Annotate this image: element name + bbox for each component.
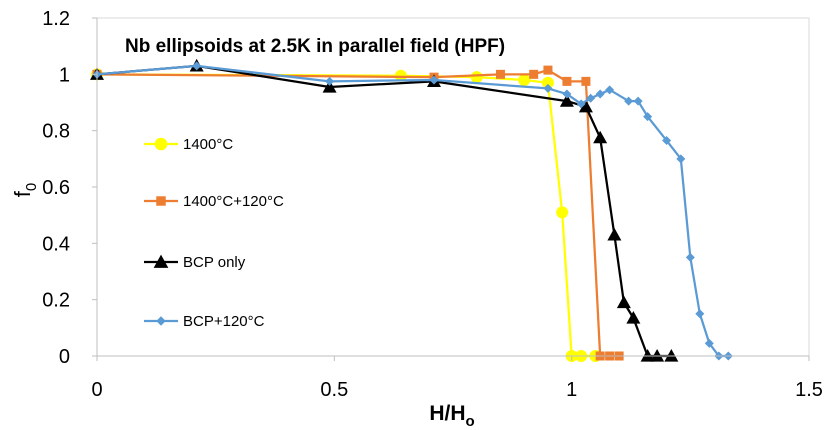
data-point-1400c-plus-120c (581, 76, 591, 86)
data-point-1400c-plus-120c (495, 69, 505, 79)
data-point-bcp-plus-120c (704, 338, 714, 348)
data-point-bcp-plus-120c (605, 85, 615, 95)
data-point-bcp-plus-120c (576, 99, 586, 109)
data-point-bcp-plus-120c (325, 76, 335, 86)
y-tick-label: 0 (59, 346, 70, 368)
data-point-bcp-only (616, 295, 631, 309)
data-point-bcp-only (650, 349, 665, 362)
data-point-bcp-only (664, 349, 679, 362)
legend-label-bcp-only: BCP only (183, 254, 246, 271)
y-tick-label: 0.6 (42, 177, 70, 199)
data-point-bcp-only (322, 80, 337, 93)
data-point-bcp-only (626, 310, 641, 324)
x-axis-title-main: H/H (429, 402, 465, 425)
data-point-bcp-plus-120c (685, 252, 695, 262)
data-point-bcp-plus-120c (543, 83, 553, 93)
legend-label-1400c: 1400°C (183, 136, 233, 153)
x-tick-label: 1 (566, 379, 577, 401)
x-axis-title: H/Ho (429, 402, 474, 430)
data-point-bcp-plus-120c (192, 61, 202, 71)
data-point-bcp-only (578, 99, 593, 113)
data-point-bcp-plus-120c (633, 96, 643, 106)
x-tick-label: 0.5 (320, 379, 348, 401)
data-point-bcp-plus-120c (429, 75, 439, 85)
data-point-bcp-only (559, 94, 574, 107)
y-tick-label: 1 (59, 64, 70, 86)
data-point-bcp-plus-120c (662, 136, 672, 146)
y-tick-label: 0.2 (42, 290, 70, 312)
y-tick-label: 1.2 (42, 8, 70, 30)
y-axis-title: f0 (10, 183, 40, 197)
series-bcp-plus-120c (92, 61, 733, 361)
data-point-1400c-plus-120c (529, 69, 539, 79)
legend-marker-1400c-plus-120c (156, 196, 166, 206)
x-axis-title-subscript: o (466, 413, 475, 430)
data-point-bcp-plus-120c (586, 93, 596, 103)
legend-item-1400c: 1400°C (144, 136, 233, 153)
y-axis-title-main: f (10, 190, 35, 197)
data-point-1400c-plus-120c (543, 65, 553, 75)
data-point-bcp-plus-120c (595, 89, 605, 99)
data-point-1400c (470, 71, 483, 84)
legend-marker-bcp-plus-120c (156, 316, 166, 326)
data-point-1400c (541, 76, 554, 89)
data-point-bcp-only (607, 227, 622, 241)
data-point-bcp-plus-120c (562, 89, 572, 99)
legend-label-1400c-plus-120c: 1400°C+120°C (183, 193, 284, 210)
data-point-1400c-plus-120c (562, 76, 572, 86)
data-point-1400c (556, 206, 569, 219)
legend-item-bcp-plus-120c: BCP+120°C (144, 313, 265, 330)
data-point-bcp-only (593, 130, 608, 144)
data-point-1400c (394, 69, 407, 82)
data-point-bcp-plus-120c (676, 154, 686, 164)
legend-item-1400c-plus-120c: 1400°C+120°C (144, 193, 284, 210)
axes-layer: 0 0.2 0.4 0.6 0.8 1 1.2 0 0.5 1 1.5 (42, 8, 823, 401)
y-tick-label: 0.4 (42, 233, 70, 255)
data-point-bcp-plus-120c (624, 96, 634, 106)
y-axis-title-subscript: 0 (23, 183, 40, 191)
data-point-bcp-plus-120c (643, 112, 653, 122)
data-point-bcp-only (640, 349, 655, 362)
legend-label-bcp-plus-120c: BCP+120°C (183, 313, 265, 330)
legend-marker-1400c (154, 137, 168, 151)
legend-item-bcp-only: BCP only (144, 254, 246, 271)
y-tick-label: 0.8 (42, 121, 70, 143)
chart-title: Nb ellipsoids at 2.5K in parallel field … (125, 36, 505, 57)
x-tick-label: 0 (91, 379, 102, 401)
x-tick-label: 1.5 (795, 379, 823, 401)
data-point-1400c (518, 73, 531, 86)
legend: 1400°C 1400°C+120°C BCP only BCP+120°C (144, 136, 284, 330)
series-line-bcp-plus-120c (96, 64, 729, 358)
data-point-bcp-plus-120c (695, 309, 705, 319)
legend-marker-bcp-only (153, 254, 169, 268)
